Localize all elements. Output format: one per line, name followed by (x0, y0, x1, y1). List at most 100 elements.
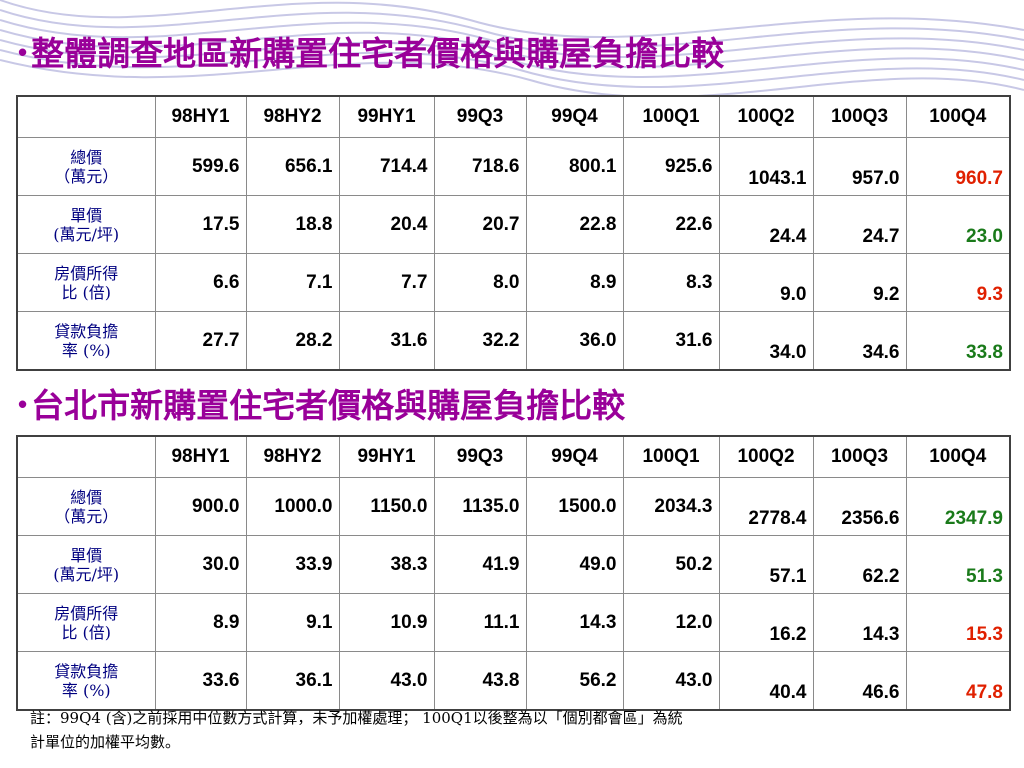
table-cell: 1150.0 (338, 477, 435, 536)
table-cell: 56.2 (525, 651, 624, 711)
row-label: 房價所得比 (倍) (16, 253, 156, 312)
column-header: 100Q4 (905, 95, 1011, 138)
table-cell: 33.6 (154, 651, 247, 711)
decorative-wave-background (0, 0, 1024, 95)
table-cell-highlight: 47.8 (905, 651, 1011, 711)
table-cell: 17.5 (154, 195, 247, 254)
column-header: 100Q1 (622, 435, 720, 478)
row-label: 總價 （萬元） (16, 137, 156, 196)
table-row: 貸款負擔率 (%) 27.7 28.2 31.6 32.2 36.0 31.6 … (16, 311, 1011, 371)
table-cell: 43.0 (622, 651, 720, 711)
table-cell-highlight: 23.0 (905, 195, 1011, 254)
table-cell: 10.9 (338, 593, 435, 652)
table-row: 單價 (萬元/坪) 17.5 18.8 20.4 20.7 22.8 22.6 2… (16, 195, 1011, 254)
table-cell: 11.1 (433, 593, 527, 652)
column-header: 100Q2 (718, 435, 814, 478)
table-cell: 31.6 (622, 311, 720, 371)
table-cell-highlight: 9.3 (905, 253, 1011, 312)
table-cell: 900.0 (154, 477, 247, 536)
table-cell: 20.4 (338, 195, 435, 254)
national-comparison-table: 98HY1 98HY2 99HY1 99Q3 99Q4 100Q1 100Q2 … (16, 95, 1011, 371)
table-cell: 925.6 (622, 137, 720, 196)
footnote: 註：99Q4 (含)之前採用中位數方式計算，未予加權處理； 100Q1以後整為以… (30, 706, 990, 754)
table-cell: 1500.0 (525, 477, 624, 536)
table-cell: 57.1 (718, 535, 814, 594)
table-cell-highlight: 33.8 (905, 311, 1011, 371)
column-header: 98HY2 (245, 435, 340, 478)
column-header: 98HY1 (154, 435, 247, 478)
header-corner (16, 435, 156, 478)
column-header: 99Q4 (525, 435, 624, 478)
table-cell: 30.0 (154, 535, 247, 594)
section2-title: • 台北市新購置住宅者價格與購屋負擔比較 (18, 382, 625, 426)
row-label: 房價所得比 (倍) (16, 593, 156, 652)
bullet-icon: • (18, 389, 28, 419)
section1-title: • 整體調查地區新購置住宅者價格與購屋負擔比較 (18, 30, 724, 74)
table-cell: 20.7 (433, 195, 527, 254)
table-cell: 9.1 (245, 593, 340, 652)
row-label: 總價 （萬元） (16, 477, 156, 536)
table-cell: 43.8 (433, 651, 527, 711)
table-cell: 28.2 (245, 311, 340, 371)
table-cell: 34.0 (718, 311, 814, 371)
table-cell: 24.7 (812, 195, 907, 254)
table-cell: 656.1 (245, 137, 340, 196)
table-cell: 599.6 (154, 137, 247, 196)
table-row: 總價 （萬元） 599.6 656.1 714.4 718.6 800.1 925… (16, 137, 1011, 196)
table-cell: 24.4 (718, 195, 814, 254)
table-cell: 32.2 (433, 311, 527, 371)
table-cell: 2034.3 (622, 477, 720, 536)
table-cell: 50.2 (622, 535, 720, 594)
table-header-row: 98HY1 98HY2 99HY1 99Q3 99Q4 100Q1 100Q2 … (16, 95, 1011, 138)
row-label: 貸款負擔率 (%) (16, 651, 156, 711)
table-cell: 1000.0 (245, 477, 340, 536)
table-cell: 33.9 (245, 535, 340, 594)
table-header-row: 98HY1 98HY2 99HY1 99Q3 99Q4 100Q1 100Q2 … (16, 435, 1011, 478)
table-cell: 43.0 (338, 651, 435, 711)
header-corner (16, 95, 156, 138)
column-header: 99HY1 (338, 435, 435, 478)
table-cell: 9.0 (718, 253, 814, 312)
row-label: 單價 (萬元/坪) (16, 535, 156, 594)
table-cell: 800.1 (525, 137, 624, 196)
table-cell: 8.9 (154, 593, 247, 652)
row-label: 貸款負擔率 (%) (16, 311, 156, 371)
table-cell: 7.7 (338, 253, 435, 312)
column-header: 99HY1 (338, 95, 435, 138)
table-cell: 1043.1 (718, 137, 814, 196)
table-cell: 1135.0 (433, 477, 527, 536)
column-header: 98HY2 (245, 95, 340, 138)
table-row: 貸款負擔率 (%) 33.6 36.1 43.0 43.8 56.2 43.0 … (16, 651, 1011, 711)
table-cell-highlight: 2347.9 (905, 477, 1011, 536)
bullet-icon: • (18, 37, 28, 67)
table-cell: 2356.6 (812, 477, 907, 536)
table-cell: 8.0 (433, 253, 527, 312)
table-cell: 7.1 (245, 253, 340, 312)
table-cell: 14.3 (812, 593, 907, 652)
table-cell: 22.8 (525, 195, 624, 254)
table-cell: 16.2 (718, 593, 814, 652)
table-cell: 12.0 (622, 593, 720, 652)
table-cell: 22.6 (622, 195, 720, 254)
table-cell: 957.0 (812, 137, 907, 196)
table-cell: 31.6 (338, 311, 435, 371)
table-cell: 718.6 (433, 137, 527, 196)
table-cell: 14.3 (525, 593, 624, 652)
column-header: 100Q2 (718, 95, 814, 138)
taipei-comparison-table: 98HY1 98HY2 99HY1 99Q3 99Q4 100Q1 100Q2 … (16, 435, 1011, 711)
column-header: 100Q3 (812, 435, 907, 478)
row-label: 單價 (萬元/坪) (16, 195, 156, 254)
table-row: 房價所得比 (倍) 8.9 9.1 10.9 11.1 14.3 12.0 16… (16, 593, 1011, 652)
section2-title-text: 台北市新購置住宅者價格與購屋負擔比較 (31, 386, 626, 425)
table-cell: 9.2 (812, 253, 907, 312)
table-cell: 714.4 (338, 137, 435, 196)
table-cell: 34.6 (812, 311, 907, 371)
column-header: 99Q3 (433, 95, 527, 138)
table-cell: 41.9 (433, 535, 527, 594)
table-cell: 38.3 (338, 535, 435, 594)
column-header: 100Q1 (622, 95, 720, 138)
column-header: 100Q4 (905, 435, 1011, 478)
table-cell: 2778.4 (718, 477, 814, 536)
table-row: 總價 （萬元） 900.0 1000.0 1150.0 1135.0 1500.0… (16, 477, 1011, 536)
column-header: 99Q4 (525, 95, 624, 138)
